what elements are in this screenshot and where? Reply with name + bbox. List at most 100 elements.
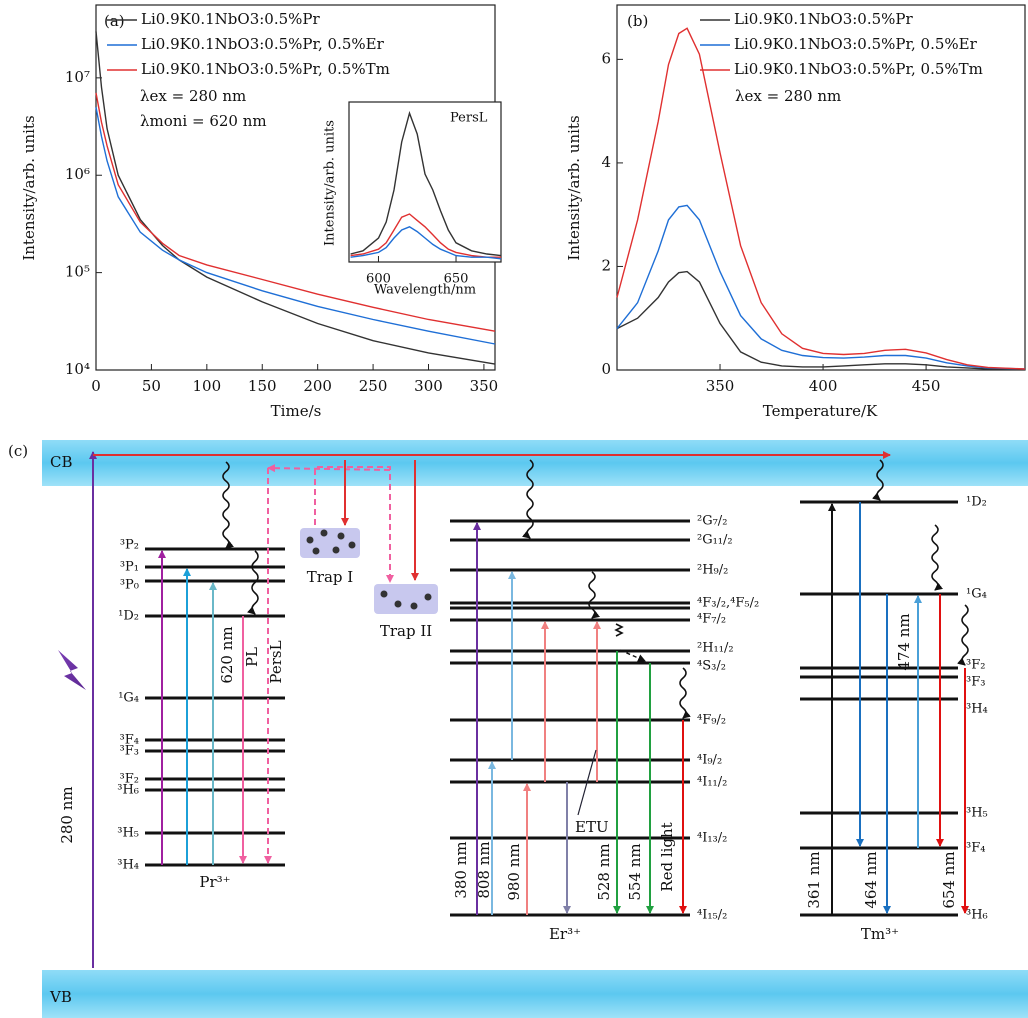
level-label: ⁴I₁₅/₂: [697, 908, 727, 923]
level-label: ³F₂: [966, 658, 985, 673]
conduction-band: [42, 440, 1028, 486]
etu-pointer: [577, 749, 597, 816]
level-label: ³H₄: [117, 858, 139, 873]
legend-label: Li0.9K0.1NbO3:0.5%Pr, 0.5%Er: [734, 35, 978, 53]
y-tick-label: 2: [601, 256, 611, 274]
legend-label: Li0.9K0.1NbO3:0.5%Pr, 0.5%Tm: [734, 60, 983, 78]
nonradiative-arrow: [247, 550, 259, 615]
x-tick-label: 350: [470, 377, 499, 395]
x-tick-label: 50: [142, 377, 161, 395]
level-label: ³H₅: [966, 806, 988, 821]
wavelength-label: Red light: [658, 822, 676, 891]
legend-label: Li0.9K0.1NbO3:0.5%Pr, 0.5%Er: [141, 35, 385, 53]
wavelength-label: 528 nm: [595, 843, 613, 900]
level-label: ⁴I₉/₂: [697, 753, 722, 768]
level-label: ²H₁₁/₂: [697, 641, 734, 656]
level-label: ²H₉/₂: [697, 563, 728, 578]
legend-label: Li0.9K0.1NbO3:0.5%Pr: [141, 10, 320, 28]
y-tick-label: 4: [601, 153, 611, 171]
level-label: ⁴I₁₃/₂: [697, 831, 727, 846]
wavelength-label: 808 nm: [475, 841, 493, 898]
x-axis-label: Wavelength/nm: [374, 283, 476, 298]
trap-box: [374, 584, 438, 614]
data-line: [350, 226, 502, 260]
level-label: ⁴F₉/₂: [697, 713, 726, 728]
nonradiative-arrow: [614, 623, 624, 637]
etu-label: ETU: [575, 818, 609, 836]
valence-band: [42, 970, 1028, 1018]
ion-label: Er³⁺: [549, 925, 581, 943]
y-axis-label: Intensity/arb. units: [323, 120, 338, 246]
level-label: ²G₇/₂: [697, 514, 727, 529]
x-tick-label: 150: [248, 377, 277, 395]
panel-label: (a): [104, 12, 125, 30]
data-line: [350, 110, 502, 257]
series-group: [350, 110, 502, 260]
wavelength-label: 620 nm: [218, 626, 236, 683]
plot-frame: [348, 101, 502, 263]
annotation: λex = 280 nm: [735, 87, 841, 105]
series-group: [616, 27, 1026, 371]
x-tick-label: 0: [91, 377, 101, 395]
emission-label: PersL: [267, 640, 285, 683]
level-label: ³F₄: [120, 733, 139, 748]
wavelength-label: 654 nm: [940, 851, 958, 908]
data-line: [616, 270, 1026, 371]
y-axis-label: Intensity/arb. units: [565, 115, 583, 260]
level-label: ⁴F₇/₂: [697, 612, 726, 627]
transition-arrow: [267, 464, 391, 473]
level-label: ⁴F₃/₂,⁴F₅/₂: [697, 596, 759, 611]
y-tick-label: 6: [601, 49, 611, 67]
x-tick-label: 250: [359, 377, 388, 395]
level-label: ³P₁: [120, 560, 139, 575]
level-label: ¹G₄: [118, 691, 139, 706]
annotation: λex = 280 nm: [140, 87, 246, 105]
x-tick-label: 350: [706, 377, 735, 395]
level-label: ¹D₂: [966, 495, 987, 510]
legend-label: Li0.9K0.1NbO3:0.5%Pr, 0.5%Tm: [141, 60, 390, 78]
ion-label: Pr³⁺: [199, 873, 230, 891]
nonradiative-arrow: [957, 604, 969, 666]
data-line: [95, 107, 496, 345]
nonradiative-arrow: [522, 459, 534, 539]
y-tick-label: 0: [601, 360, 611, 378]
wavelength-label: 380 nm: [452, 841, 470, 898]
level-label: ³H₆: [117, 783, 139, 798]
level-label: ⁴I₁₁/₂: [697, 775, 727, 790]
band-label: VB: [49, 988, 72, 1006]
x-tick-label: 650: [444, 272, 469, 287]
wavelength-label: 464 nm: [862, 851, 880, 908]
relaxation-arrow: [619, 649, 646, 662]
level-label: ³F₃: [120, 744, 139, 759]
excitation-label: 280 nm: [58, 786, 76, 843]
x-tick-label: 600: [366, 272, 391, 287]
nonradiative-arrow: [872, 459, 884, 501]
data-line: [95, 92, 496, 332]
level-label: ¹D₂: [118, 609, 139, 624]
level-label: ⁴S₃/₂: [697, 659, 726, 674]
data-line: [616, 27, 1026, 370]
x-tick-label: 300: [414, 377, 443, 395]
lightning-icon: [58, 650, 86, 690]
wavelength-label: 361 nm: [805, 851, 823, 908]
data-line: [350, 213, 501, 258]
level-label: ³H₅: [117, 826, 139, 841]
panel-label: (b): [627, 12, 648, 30]
level-label: ³P₂: [120, 538, 139, 553]
level-label: ²G₁₁/₂: [697, 533, 733, 548]
level-label: ³F₄: [966, 841, 985, 856]
y-axis-label: Intensity/arb. units: [20, 115, 38, 260]
wavelength-label: 474 nm: [895, 613, 913, 670]
inset-background: [349, 102, 501, 262]
trap-label: Trap II: [380, 622, 432, 640]
trap-path: [314, 466, 394, 583]
nonradiative-arrow: [588, 571, 600, 619]
ion-label: Tm³⁺: [861, 925, 899, 943]
level-label: ³P₀: [120, 578, 139, 593]
level-label: ¹G₄: [966, 587, 987, 602]
y-tick-label: 10⁷: [65, 68, 90, 86]
level-label: ³F₂: [120, 772, 139, 787]
trap-label: Trap I: [307, 568, 353, 586]
nonradiative-arrow: [222, 461, 234, 549]
